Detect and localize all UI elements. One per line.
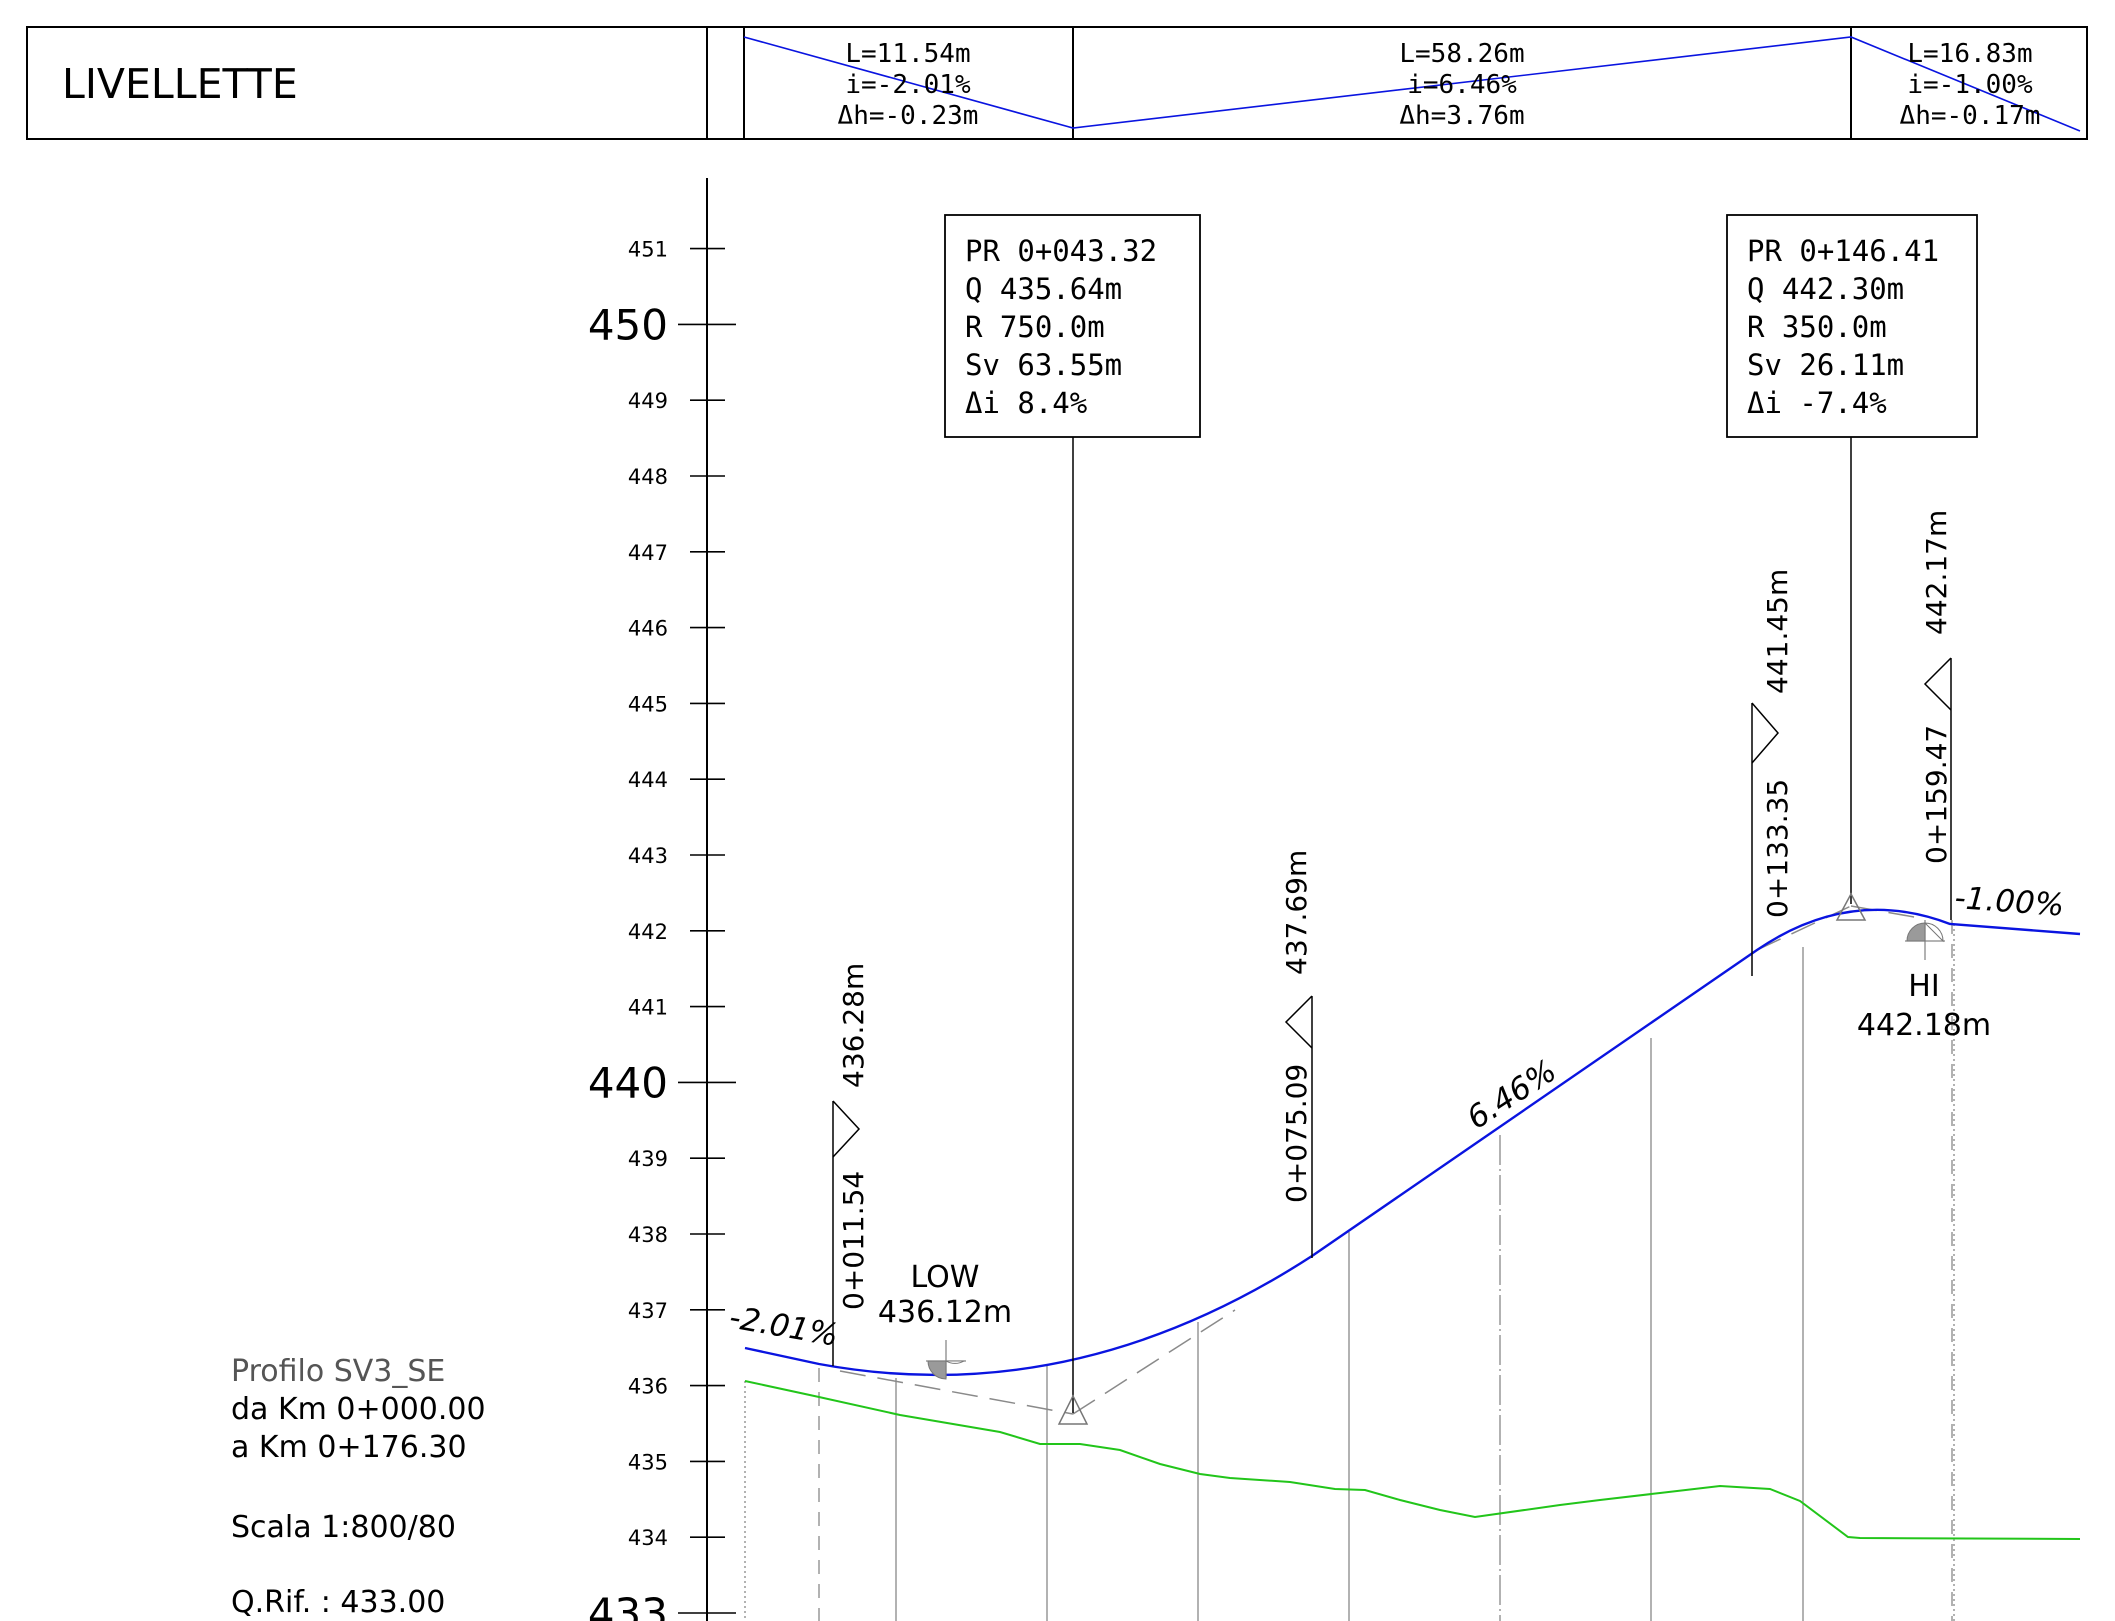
profile-info: Profilo SV3_SE da Km 0+000.00 a Km 0+176… — [231, 1354, 486, 1620]
axis-tick-label-434: 434 — [628, 1526, 668, 1550]
axis-tick-label-442: 442 — [628, 920, 668, 944]
high-point-symbol — [1905, 920, 1945, 960]
svg-text:i=-1.00%: i=-1.00% — [1907, 70, 2033, 100]
axis-tick-label-438: 438 — [628, 1223, 668, 1247]
axis-tick-label-451: 451 — [628, 238, 668, 262]
axis-tick-label-444: 444 — [628, 768, 668, 792]
grade-label-1: -2.01% — [727, 1299, 841, 1353]
svg-text:441.45m: 441.45m — [1761, 569, 1794, 694]
grade-label-3: -1.00% — [1953, 880, 2065, 924]
station-grid — [744, 920, 1955, 1621]
axis-tick-label-446: 446 — [628, 617, 668, 641]
pvi-2-marker — [1835, 892, 1867, 921]
svg-text:L=58.26m: L=58.26m — [1399, 39, 1524, 69]
svg-text:a Km 0+176.30: a Km 0+176.30 — [231, 1430, 467, 1465]
axis-tick-label-435: 435 — [628, 1450, 668, 1474]
header-strip — [26, 26, 2088, 140]
svg-text:i=-2.01%: i=-2.01% — [845, 70, 971, 100]
axis-tick-label-437: 437 — [628, 1299, 668, 1323]
svg-text:PR 0+146.41: PR 0+146.41 — [1747, 234, 1939, 268]
svg-text:i=6.46%: i=6.46% — [1407, 70, 1517, 100]
pvi-1-box: PR 0+043.32 Q 435.64m R 750.0m Sv 63.55m… — [944, 214, 1201, 438]
high-point-label: HI — [1908, 969, 1939, 1004]
axis-tick-label-450: 450 — [588, 300, 668, 349]
svg-text:Q 435.64m: Q 435.64m — [965, 272, 1122, 306]
header-segment-3: L=16.83m i=-1.00% Δh=-0.17m — [1900, 39, 2041, 131]
tangent-point-4: 0+159.47 442.17m — [1920, 510, 1953, 920]
svg-text:Δh=-0.23m: Δh=-0.23m — [838, 101, 979, 131]
header-title: LIVELLETTE — [62, 60, 298, 108]
svg-text:R 350.0m: R 350.0m — [1747, 310, 1887, 344]
axis-tick-label-439: 439 — [628, 1147, 668, 1171]
svg-text:Profilo SV3_SE: Profilo SV3_SE — [231, 1354, 445, 1389]
svg-text:Q.Rif. : 433.00: Q.Rif. : 433.00 — [231, 1585, 445, 1620]
svg-text:da Km 0+000.00: da Km 0+000.00 — [231, 1392, 486, 1427]
svg-text:442.17m: 442.17m — [1920, 510, 1953, 635]
svg-text:436.28m: 436.28m — [837, 963, 870, 1088]
tangent-point-3: 0+133.35 441.45m — [1751, 569, 1794, 976]
svg-text:0+133.35: 0+133.35 — [1761, 779, 1794, 918]
axis-ticks: 451 450 449 448 447 446 445 444 443 442 441 440 439 4… — [588, 238, 736, 1621]
header-grade-line — [743, 36, 2081, 132]
svg-text:Δh=-0.17m: Δh=-0.17m — [1900, 101, 2041, 131]
header-segment-2: L=58.26m i=6.46% Δh=3.76m — [1399, 39, 1524, 131]
svg-text:437.69m: 437.69m — [1280, 850, 1313, 975]
svg-text:L=11.54m: L=11.54m — [845, 39, 970, 69]
svg-text:Scala 1:800/80: Scala 1:800/80 — [231, 1510, 456, 1545]
axis-tick-label-448: 448 — [628, 465, 668, 489]
svg-text:0+075.09: 0+075.09 — [1280, 1064, 1313, 1203]
svg-text:Sv 63.55m: Sv 63.55m — [965, 348, 1122, 382]
svg-text:0+011.54: 0+011.54 — [837, 1171, 870, 1310]
axis-tick-label-441: 441 — [628, 996, 668, 1020]
tangent-point-2: 0+075.09 437.69m — [1280, 850, 1313, 1258]
low-point-value: 436.12m — [878, 1295, 1012, 1330]
axis-tick-label-449: 449 — [628, 389, 668, 413]
tangent-point-1: 0+011.54 436.28m — [832, 963, 870, 1366]
high-point-value: 442.18m — [1857, 1008, 1991, 1043]
header-segment-1: L=11.54m i=-2.01% Δh=-0.23m — [838, 39, 979, 131]
svg-text:Δi -7.4%: Δi -7.4% — [1747, 386, 1887, 420]
svg-text:L=16.83m: L=16.83m — [1907, 39, 2032, 69]
svg-text:PR 0+043.32: PR 0+043.32 — [965, 234, 1157, 268]
axis-tick-label-433: 433 — [588, 1589, 668, 1621]
pvi-1-marker — [1057, 1394, 1089, 1425]
axis-tick-label-440: 440 — [588, 1058, 668, 1107]
svg-text:Sv 26.11m: Sv 26.11m — [1747, 348, 1904, 382]
axis-tick-label-445: 445 — [628, 692, 668, 716]
svg-text:0+159.47: 0+159.47 — [1920, 725, 1953, 864]
low-point-symbol — [926, 1340, 966, 1380]
svg-text:R 750.0m: R 750.0m — [965, 310, 1105, 344]
svg-text:Δi 8.4%: Δi 8.4% — [965, 386, 1087, 420]
axis-tick-label-447: 447 — [628, 541, 668, 565]
ground-profile — [744, 1380, 2081, 1540]
pvi-2-box: PR 0+146.41 Q 442.30m R 350.0m Sv 26.11m… — [1726, 214, 1978, 438]
tangent-extensions — [839, 905, 1921, 1415]
low-point-label: LOW — [911, 1260, 980, 1295]
axis-tick-label-436: 436 — [628, 1375, 668, 1399]
svg-text:Q 442.30m: Q 442.30m — [1747, 272, 1904, 306]
axis-tick-label-443: 443 — [628, 844, 668, 868]
svg-text:Δh=3.76m: Δh=3.76m — [1399, 101, 1524, 131]
